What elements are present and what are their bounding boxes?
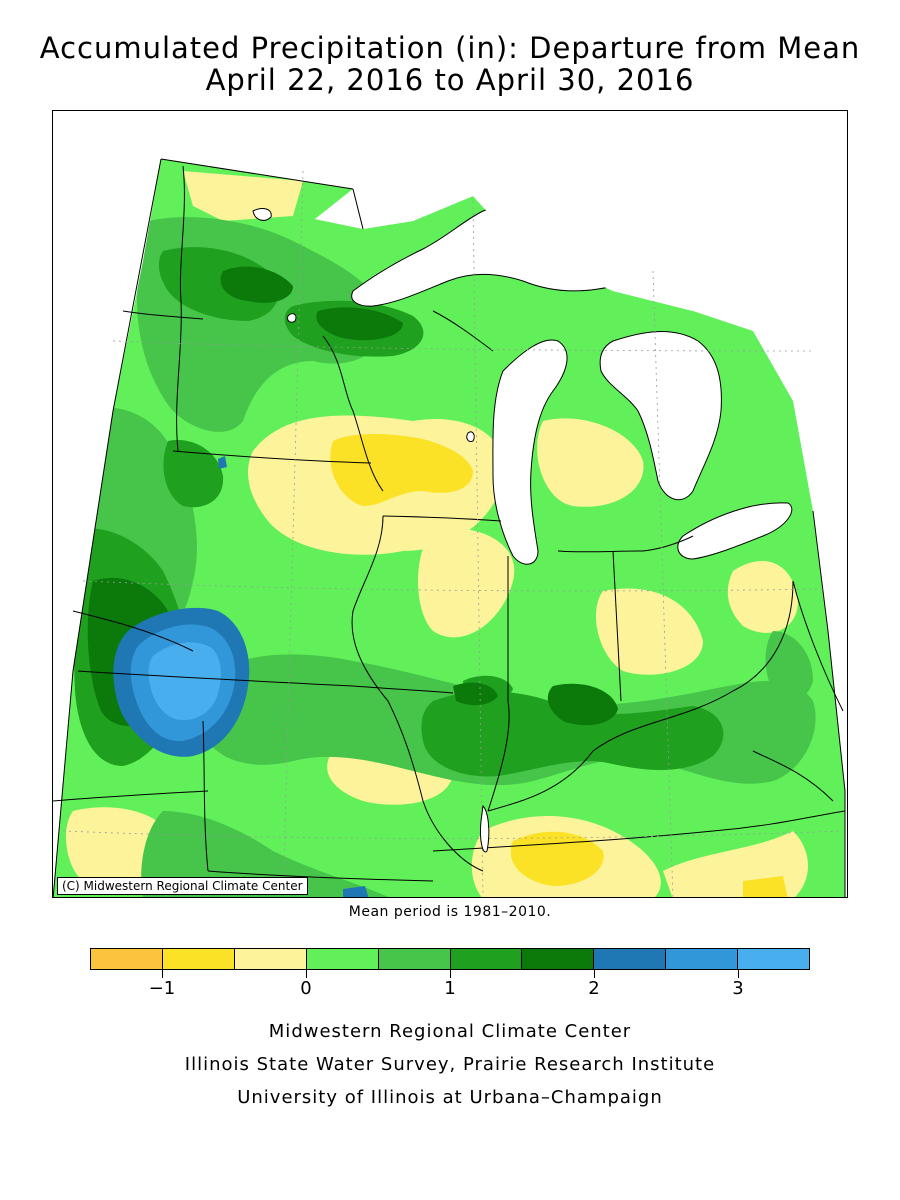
legend-swatch [522,949,595,969]
footer-university: University of Illinois at Urbana–Champai… [237,1087,663,1108]
outside-domain-north [161,111,847,506]
legend-tick-label: 2 [588,978,600,999]
legend-tick [594,970,595,978]
color-legend [90,948,810,970]
legend-swatch [162,949,235,969]
legend-tick-label: 3 [732,978,744,999]
legend-swatch [234,949,307,969]
inland-waters [287,313,490,853]
footer-org: Midwestern Regional Climate Center [268,1021,632,1042]
legend-swatch [306,949,379,969]
graticule [62,170,844,897]
legend-tick [306,970,307,978]
legend-swatch [378,949,451,969]
legend-tick-label: 1 [444,978,456,999]
map-date-range: April 22, 2016 to April 30, 2016 [205,63,695,97]
map-credit: (C) Midwestern Regional Climate Center [57,877,308,895]
legend-swatch [738,949,810,969]
legend-swatch [666,949,739,969]
legend-tick-label: −1 [148,978,176,999]
legend-ticks: −1 0 1 2 3 [90,970,810,1000]
map-title: Accumulated Precipitation (in): Departur… [39,31,861,65]
footer-survey: Illinois State Water Survey, Prairie Res… [184,1054,716,1075]
legend-swatch [450,949,523,969]
legend-tick [450,970,451,978]
legend-swatch [91,949,163,969]
legend-tick [738,970,739,978]
outside-domain-east [813,511,847,791]
legend-tick-label: 0 [300,978,312,999]
legend-swatch [594,949,667,969]
departure-band-record-wet [113,456,369,897]
outside-domain-west [53,111,161,897]
state-boundaries [53,158,846,897]
legend-tick [162,970,163,978]
mean-period-note: Mean period is 1981–2010. [348,904,552,920]
precipitation-map: (C) Midwestern Regional Climate Center [52,110,848,898]
